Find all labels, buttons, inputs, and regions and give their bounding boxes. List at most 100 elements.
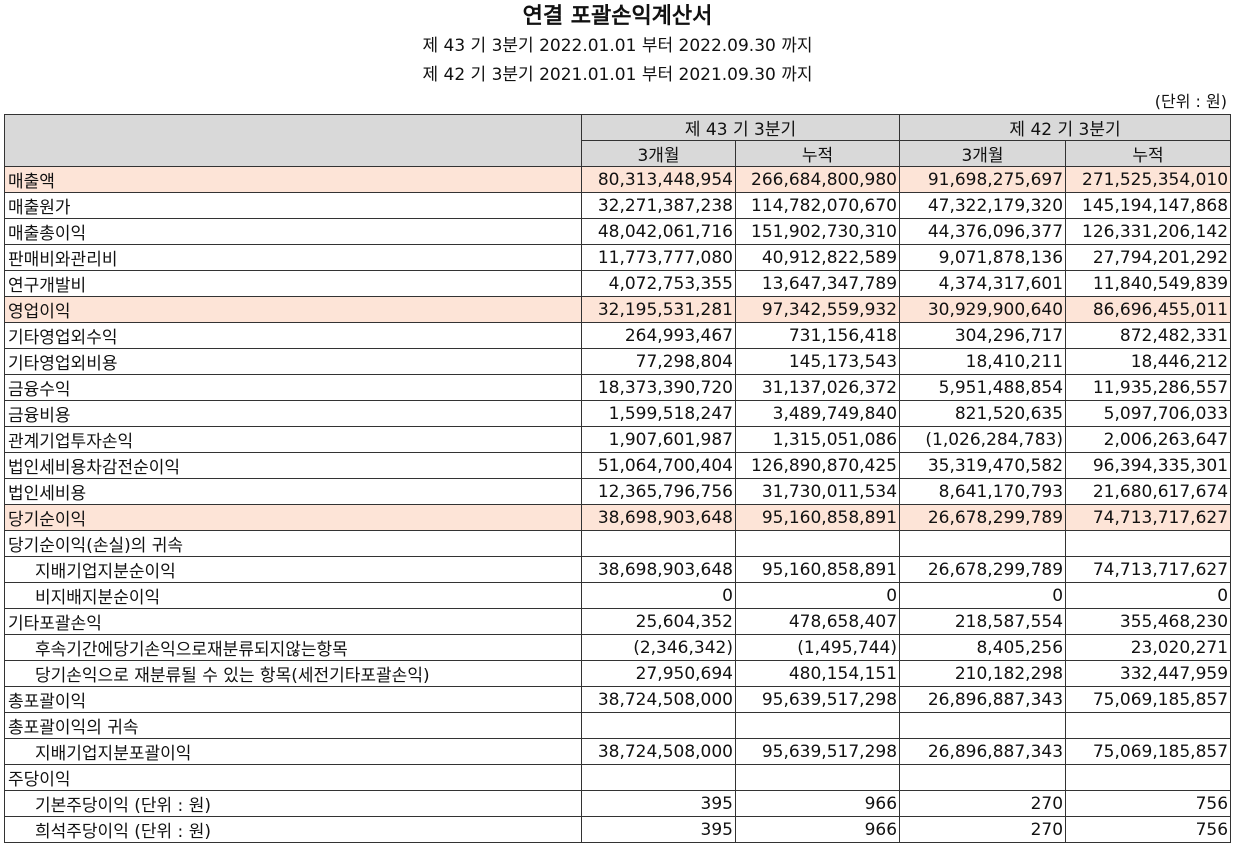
cell-prior-cumulative: 872,482,331 <box>1065 322 1232 349</box>
table-row: 기본주당이익 (단위 : 원) 395 966 270 756 <box>4 790 1232 817</box>
cell-current-cumulative: 966 <box>734 790 901 817</box>
cell-current-cumulative: 731,156,418 <box>734 322 901 349</box>
cell-prior-cumulative <box>1065 530 1232 557</box>
table-row: 금융수익 18,373,390,720 31,137,026,372 5,951,48… <box>4 374 1232 401</box>
table-row: 총포괄이익의 귀속 <box>4 712 1232 739</box>
cell-current-3month <box>581 712 736 739</box>
row-label: 당기순이익 <box>4 504 582 531</box>
cell-current-3month: 12,365,796,756 <box>581 478 736 505</box>
cell-current-3month: (2,346,342) <box>581 634 736 661</box>
cell-prior-cumulative: 86,696,455,011 <box>1065 296 1232 323</box>
cell-prior-3month: 30,929,900,640 <box>899 296 1067 323</box>
cell-prior-3month: 26,896,887,343 <box>899 686 1067 713</box>
cell-current-cumulative: 31,137,026,372 <box>734 374 901 401</box>
cell-prior-3month: 44,376,096,377 <box>899 218 1067 245</box>
row-label: 기타영업외비용 <box>4 348 582 375</box>
table-row: 매출총이익 48,042,061,716 151,902,730,310 44,376… <box>4 218 1232 245</box>
row-label: 당기손익으로 재분류될 수 있는 항목(세전기타포괄손익) <box>4 660 582 687</box>
table-row: 당기손익으로 재분류될 수 있는 항목(세전기타포괄손익) 27,950,694 4… <box>4 660 1232 687</box>
cell-current-cumulative: 13,647,347,789 <box>734 270 901 297</box>
cell-current-3month: 48,042,061,716 <box>581 218 736 245</box>
cell-prior-3month: 47,322,179,320 <box>899 192 1067 219</box>
row-label: 법인세비용차감전순이익 <box>4 452 582 479</box>
column-current-cumulative: 누적 <box>734 140 901 167</box>
cell-current-cumulative: 126,890,870,425 <box>734 452 901 479</box>
cell-current-3month: 80,313,448,954 <box>581 166 736 193</box>
cell-prior-3month: 8,641,170,793 <box>899 478 1067 505</box>
cell-current-cumulative: 966 <box>734 816 901 843</box>
cell-current-cumulative: 0 <box>734 582 901 609</box>
cell-prior-3month: 18,410,211 <box>899 348 1067 375</box>
row-label: 금융비용 <box>4 400 582 427</box>
cell-prior-cumulative: 756 <box>1065 816 1232 843</box>
cell-prior-cumulative: 0 <box>1065 582 1232 609</box>
cell-current-3month <box>581 530 736 557</box>
table-row: 관계기업투자손익 1,907,601,987 1,315,051,086 (1,026… <box>4 426 1232 453</box>
cell-prior-cumulative: 271,525,354,010 <box>1065 166 1232 193</box>
row-label: 주당이익 <box>4 764 582 791</box>
table-row: 판매비와관리비 11,773,777,080 40,912,822,589 9,071… <box>4 244 1232 271</box>
row-label: 매출총이익 <box>4 218 582 245</box>
cell-prior-cumulative: 11,935,286,557 <box>1065 374 1232 401</box>
cell-current-3month: 77,298,804 <box>581 348 736 375</box>
cell-current-3month: 32,195,531,281 <box>581 296 736 323</box>
cell-current-cumulative <box>734 764 901 791</box>
cell-prior-3month: 26,678,299,789 <box>899 504 1067 531</box>
cell-current-cumulative: 97,342,559,932 <box>734 296 901 323</box>
cell-current-cumulative: 151,902,730,310 <box>734 218 901 245</box>
cell-current-cumulative <box>734 712 901 739</box>
unit-label: (단위 : 원) <box>1154 92 1227 111</box>
column-group-current: 제 43 기 3분기 <box>580 114 901 141</box>
cell-current-cumulative <box>734 530 901 557</box>
column-prior-3month: 3개월 <box>899 140 1067 167</box>
cell-prior-3month: 0 <box>899 582 1067 609</box>
table-row: 기타영업외비용 77,298,804 145,173,543 18,410,211 18… <box>4 348 1232 375</box>
table-row: 비지배지분순이익 0 0 0 0 <box>4 582 1232 609</box>
row-label: 비지배지분순이익 <box>4 582 582 609</box>
table-row: 법인세비용차감전순이익 51,064,700,404 126,890,870,425… <box>4 452 1232 479</box>
cell-prior-3month: 821,520,635 <box>899 400 1067 427</box>
cell-current-3month: 11,773,777,080 <box>581 244 736 271</box>
row-label: 매출액 <box>4 166 582 193</box>
cell-prior-3month: 8,405,256 <box>899 634 1067 661</box>
period-prior: 제 42 기 3분기 2021.01.01 부터 2021.09.30 까지 <box>422 65 813 85</box>
cell-current-cumulative: (1,495,744) <box>734 634 901 661</box>
income-statement-table: 제 43 기 3분기 제 42 기 3분기 3개월 누적 3개월 누적 매출액 8… <box>4 114 1232 843</box>
table-row: 당기순이익(손실)의 귀속 <box>4 530 1232 557</box>
cell-current-3month: 27,950,694 <box>581 660 736 687</box>
cell-current-cumulative: 31,730,011,534 <box>734 478 901 505</box>
cell-current-3month: 38,724,508,000 <box>581 686 736 713</box>
header-row-subperiods: 3개월 누적 3개월 누적 <box>5 140 1232 167</box>
cell-prior-3month <box>899 712 1067 739</box>
row-label: 지배기업지분순이익 <box>4 556 582 583</box>
column-current-3month: 3개월 <box>581 140 736 167</box>
row-label: 총포괄이익 <box>4 686 582 713</box>
cell-current-3month: 395 <box>581 816 736 843</box>
cell-current-cumulative: 114,782,070,670 <box>734 192 901 219</box>
cell-prior-cumulative: 145,194,147,868 <box>1065 192 1232 219</box>
cell-prior-cumulative: 756 <box>1065 790 1232 817</box>
cell-current-cumulative: 95,639,517,298 <box>734 686 901 713</box>
row-label: 매출원가 <box>4 192 582 219</box>
cell-prior-cumulative: 74,713,717,627 <box>1065 556 1232 583</box>
cell-prior-cumulative: 2,006,263,647 <box>1065 426 1232 453</box>
cell-current-3month: 32,271,387,238 <box>581 192 736 219</box>
cell-current-3month: 18,373,390,720 <box>581 374 736 401</box>
cell-prior-3month: 218,587,554 <box>899 608 1067 635</box>
cell-current-cumulative: 40,912,822,589 <box>734 244 901 271</box>
cell-current-cumulative: 95,160,858,891 <box>734 504 901 531</box>
row-label: 영업이익 <box>4 296 582 323</box>
cell-prior-3month: 26,678,299,789 <box>899 556 1067 583</box>
cell-prior-3month: 26,896,887,343 <box>899 738 1067 765</box>
cell-current-cumulative: 1,315,051,086 <box>734 426 901 453</box>
table-row: 기타포괄손익 25,604,352 478,658,407 218,587,554 35… <box>4 608 1232 635</box>
cell-prior-3month: 91,698,275,697 <box>899 166 1067 193</box>
cell-current-cumulative: 266,684,800,980 <box>734 166 901 193</box>
table-row: 주당이익 <box>4 764 1232 791</box>
row-label: 기본주당이익 (단위 : 원) <box>4 790 582 817</box>
row-label: 기타포괄손익 <box>4 608 582 635</box>
cell-current-3month: 51,064,700,404 <box>581 452 736 479</box>
header-corner <box>4 114 582 167</box>
column-prior-cumulative: 누적 <box>1065 140 1232 167</box>
row-label: 판매비와관리비 <box>4 244 582 271</box>
